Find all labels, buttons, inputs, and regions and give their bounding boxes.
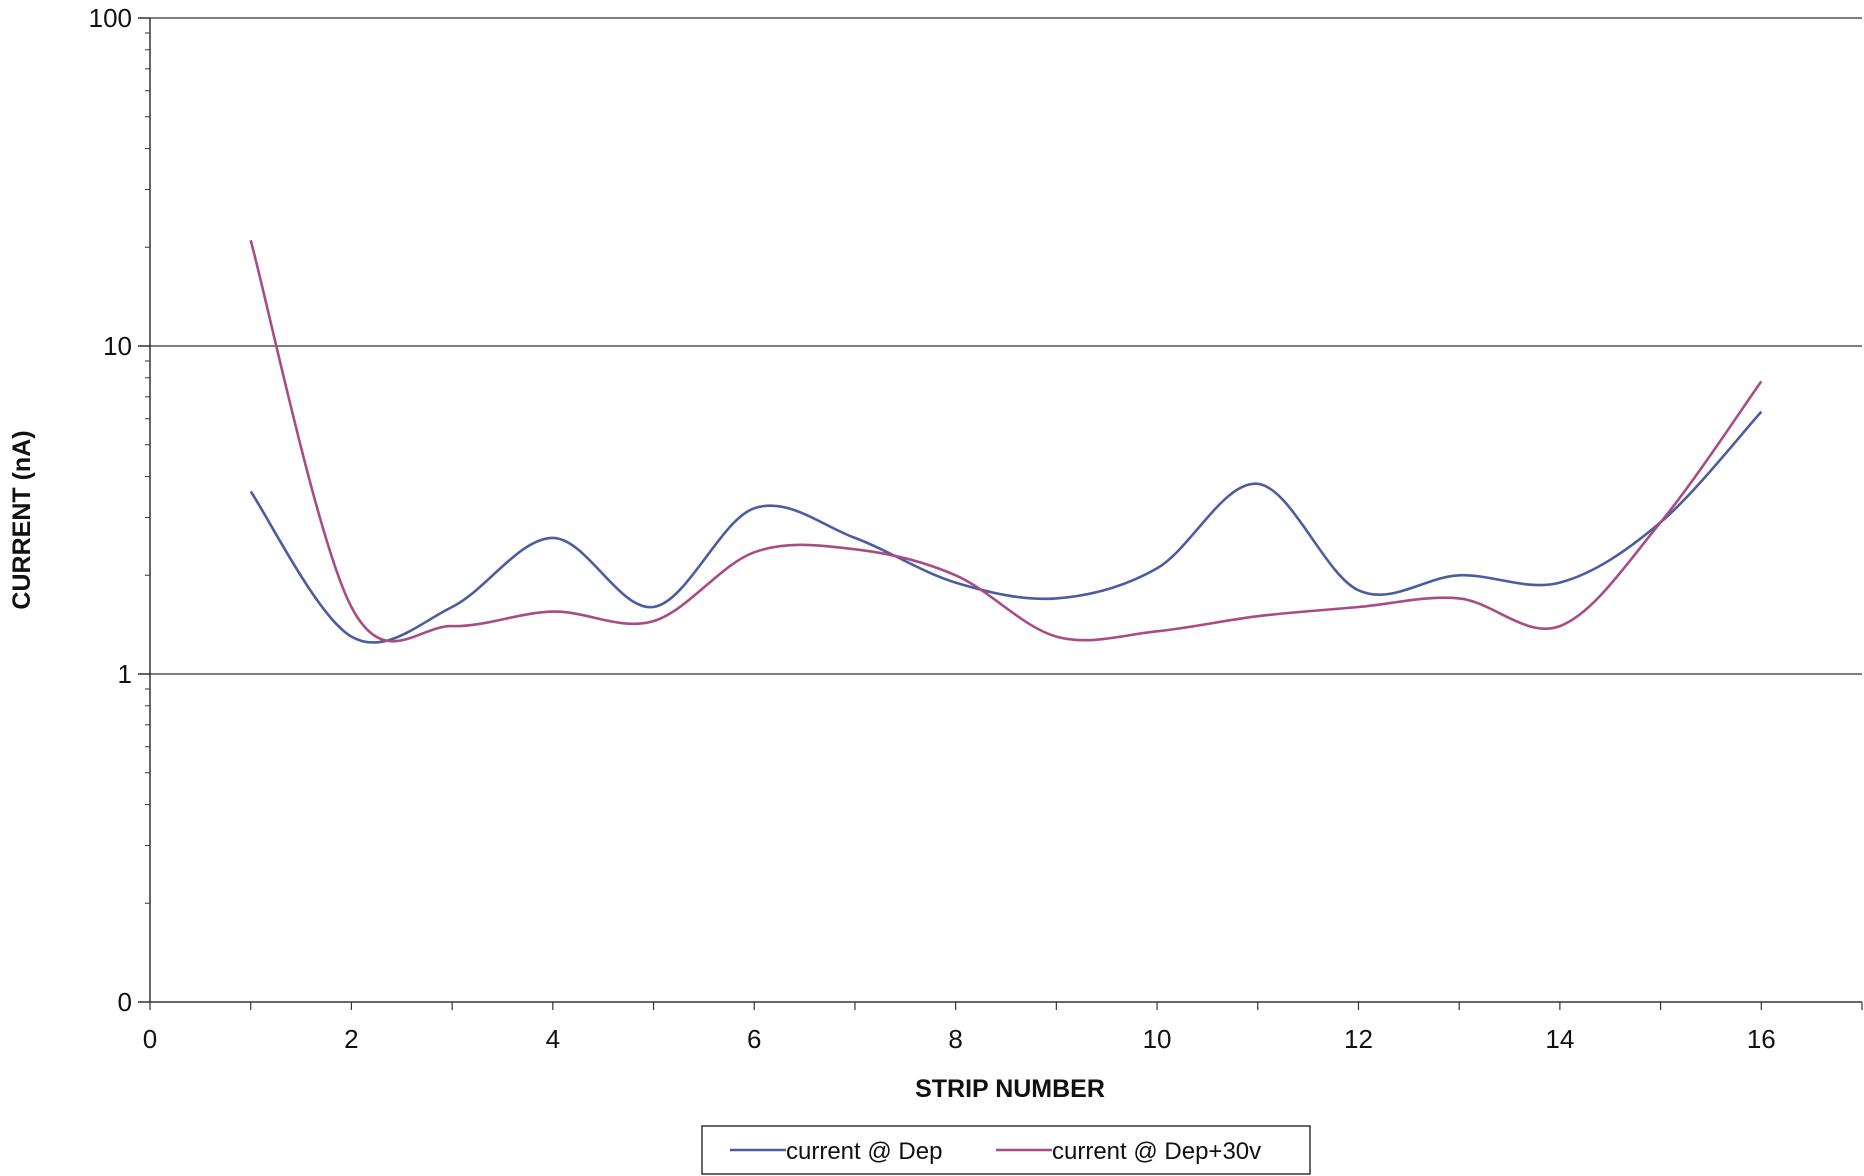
x-tick-labels: 0 2 4 6 8 10 12 14 16 bbox=[143, 1024, 1776, 1054]
gridlines bbox=[150, 17, 1862, 675]
series-line-dep bbox=[249, 410, 1763, 644]
y-tick-label: 1 bbox=[118, 659, 132, 689]
x-axis-title: STRIP NUMBER bbox=[915, 1075, 1105, 1103]
legend-label-dep30: current @ Dep+30v bbox=[1052, 1138, 1261, 1165]
legend: current @ Dep current @ Dep+30v bbox=[701, 1125, 1311, 1175]
x-tick-label: 10 bbox=[1143, 1024, 1172, 1054]
y-tick-label: 10 bbox=[103, 331, 132, 361]
series-line-dep30 bbox=[249, 239, 1763, 643]
x-tick-label: 14 bbox=[1545, 1024, 1574, 1054]
x-tick-label: 2 bbox=[344, 1024, 358, 1054]
x-tick-label: 4 bbox=[546, 1024, 560, 1054]
y-tick-labels: 0 1 10 100 bbox=[89, 3, 132, 1017]
y-axis-title: CURRENT (nA) bbox=[8, 430, 36, 609]
x-tick-label: 0 bbox=[143, 1024, 157, 1054]
y-tick-label: 0 bbox=[118, 987, 132, 1017]
x-tick-label: 6 bbox=[747, 1024, 761, 1054]
axes bbox=[138, 17, 1863, 1010]
y-tick-label: 100 bbox=[89, 3, 132, 33]
legend-label-dep: current @ Dep bbox=[786, 1138, 942, 1165]
x-tick-label: 12 bbox=[1344, 1024, 1373, 1054]
x-tick-label: 16 bbox=[1747, 1024, 1776, 1054]
x-tick-label: 8 bbox=[948, 1024, 962, 1054]
series-lines bbox=[249, 239, 1763, 644]
